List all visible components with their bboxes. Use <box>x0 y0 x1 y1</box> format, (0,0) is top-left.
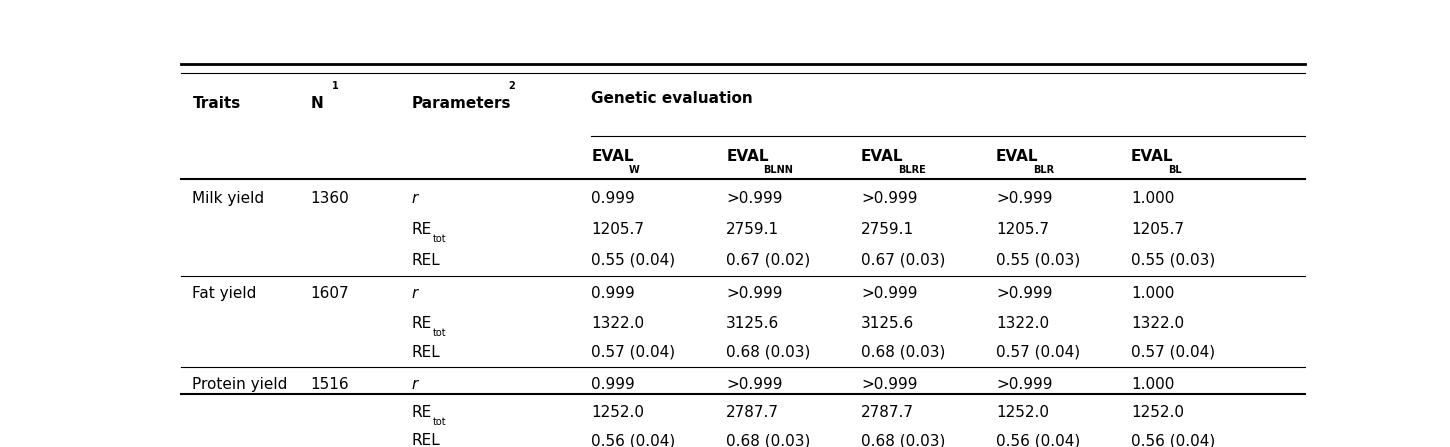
Text: 0.999: 0.999 <box>592 191 635 206</box>
Text: EVAL: EVAL <box>996 149 1038 164</box>
Text: 1322.0: 1322.0 <box>996 316 1050 331</box>
Text: 1205.7: 1205.7 <box>1131 222 1183 237</box>
Text: 0.67 (0.03): 0.67 (0.03) <box>861 253 945 268</box>
Text: EVAL: EVAL <box>1131 149 1173 164</box>
Text: >0.999: >0.999 <box>726 377 783 392</box>
Text: >0.999: >0.999 <box>726 191 783 206</box>
Text: 1252.0: 1252.0 <box>1131 405 1183 420</box>
Text: 0.56 (0.04): 0.56 (0.04) <box>1131 433 1215 447</box>
Text: 3125.6: 3125.6 <box>861 316 915 331</box>
Text: 0.57 (0.04): 0.57 (0.04) <box>1131 345 1215 360</box>
Text: EVAL: EVAL <box>861 149 903 164</box>
Text: >0.999: >0.999 <box>861 191 918 206</box>
Text: Genetic evaluation: Genetic evaluation <box>592 91 753 106</box>
Text: 0.999: 0.999 <box>592 377 635 392</box>
Text: r: r <box>412 287 418 301</box>
Text: EVAL: EVAL <box>726 149 769 164</box>
Text: 0.55 (0.03): 0.55 (0.03) <box>996 253 1080 268</box>
Text: 1516: 1516 <box>310 377 349 392</box>
Text: 1322.0: 1322.0 <box>1131 316 1185 331</box>
Text: 2759.1: 2759.1 <box>861 222 915 237</box>
Text: 1.000: 1.000 <box>1131 377 1174 392</box>
Text: 1205.7: 1205.7 <box>592 222 644 237</box>
Text: 0.56 (0.04): 0.56 (0.04) <box>592 433 676 447</box>
Text: 0.68 (0.03): 0.68 (0.03) <box>726 433 811 447</box>
Text: REL: REL <box>412 433 441 447</box>
Text: Fat yield: Fat yield <box>193 287 257 301</box>
Text: 3125.6: 3125.6 <box>726 316 780 331</box>
Text: tot: tot <box>434 417 447 427</box>
Text: tot: tot <box>434 234 447 244</box>
Text: 1.000: 1.000 <box>1131 287 1174 301</box>
Text: 0.56 (0.04): 0.56 (0.04) <box>996 433 1080 447</box>
Text: 0.68 (0.03): 0.68 (0.03) <box>861 433 945 447</box>
Text: RE: RE <box>412 222 432 237</box>
Text: 1: 1 <box>332 81 339 91</box>
Text: 0.999: 0.999 <box>592 287 635 301</box>
Text: >0.999: >0.999 <box>996 287 1053 301</box>
Text: r: r <box>412 377 418 392</box>
Text: 0.55 (0.03): 0.55 (0.03) <box>1131 253 1215 268</box>
Text: 0.68 (0.03): 0.68 (0.03) <box>726 345 811 360</box>
Text: 0.57 (0.04): 0.57 (0.04) <box>592 345 676 360</box>
Text: >0.999: >0.999 <box>996 377 1053 392</box>
Text: REL: REL <box>412 253 441 268</box>
Text: 1322.0: 1322.0 <box>592 316 645 331</box>
Text: >0.999: >0.999 <box>726 287 783 301</box>
Text: RE: RE <box>412 316 432 331</box>
Text: tot: tot <box>434 328 447 338</box>
Text: 1360: 1360 <box>310 191 349 206</box>
Text: Parameters: Parameters <box>412 96 510 111</box>
Text: EVAL: EVAL <box>592 149 634 164</box>
Text: BLRE: BLRE <box>898 165 927 175</box>
Text: BL: BL <box>1167 165 1182 175</box>
Text: 1252.0: 1252.0 <box>592 405 644 420</box>
Text: BLNN: BLNN <box>763 165 793 175</box>
Text: >0.999: >0.999 <box>996 191 1053 206</box>
Text: 0.57 (0.04): 0.57 (0.04) <box>996 345 1080 360</box>
Text: BLR: BLR <box>1032 165 1054 175</box>
Text: REL: REL <box>412 345 441 360</box>
Text: N: N <box>310 96 323 111</box>
Text: >0.999: >0.999 <box>861 377 918 392</box>
Text: 2787.7: 2787.7 <box>726 405 779 420</box>
Text: 2787.7: 2787.7 <box>861 405 914 420</box>
Text: r: r <box>412 191 418 206</box>
Text: Milk yield: Milk yield <box>193 191 264 206</box>
Text: RE: RE <box>412 405 432 420</box>
Text: 0.68 (0.03): 0.68 (0.03) <box>861 345 945 360</box>
Text: >0.999: >0.999 <box>861 287 918 301</box>
Text: 1607: 1607 <box>310 287 349 301</box>
Text: W: W <box>628 165 639 175</box>
Text: 0.67 (0.02): 0.67 (0.02) <box>726 253 811 268</box>
Text: 2: 2 <box>509 81 515 91</box>
Text: 1.000: 1.000 <box>1131 191 1174 206</box>
Text: 2759.1: 2759.1 <box>726 222 780 237</box>
Text: Traits: Traits <box>193 96 241 111</box>
Text: 1205.7: 1205.7 <box>996 222 1048 237</box>
Text: 1252.0: 1252.0 <box>996 405 1048 420</box>
Text: Protein yield: Protein yield <box>193 377 289 392</box>
Text: 0.55 (0.04): 0.55 (0.04) <box>592 253 676 268</box>
